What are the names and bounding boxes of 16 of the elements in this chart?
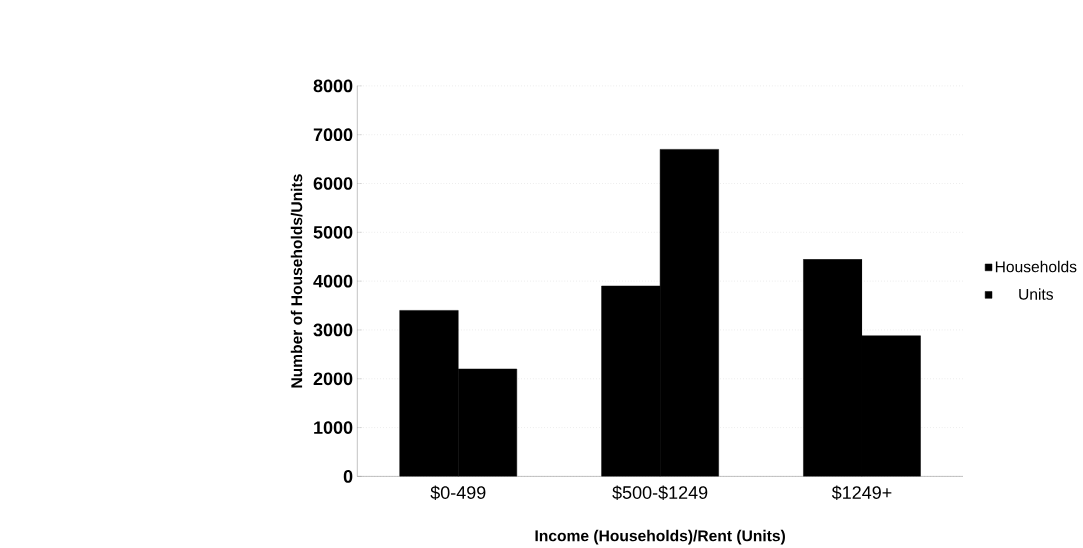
legend-label: Households xyxy=(995,260,1077,273)
y-tick-label: 3000 xyxy=(313,323,353,337)
y-tick-label: 7000 xyxy=(313,128,353,141)
y-axis-title: Number of Households/Units xyxy=(290,174,303,388)
x-tick-label: $500-$1249 xyxy=(612,485,708,500)
y-tick-label: 1000 xyxy=(314,421,353,434)
x-tick-label: $1249+ xyxy=(831,485,892,500)
y-tick-label: 8000 xyxy=(313,79,353,93)
y-tick-label: 0 xyxy=(343,469,353,483)
y-tick-label: 6000 xyxy=(313,176,353,190)
y-tick-label: 4000 xyxy=(313,274,353,288)
x-tick-label: $0-499 xyxy=(430,485,486,500)
x-axis-title: Income (Households)/Rent (Units) xyxy=(535,529,785,545)
y-tick-label: 5000 xyxy=(313,225,353,239)
y-tick-label: 2000 xyxy=(313,372,353,385)
legend-label: Units xyxy=(1019,288,1054,300)
